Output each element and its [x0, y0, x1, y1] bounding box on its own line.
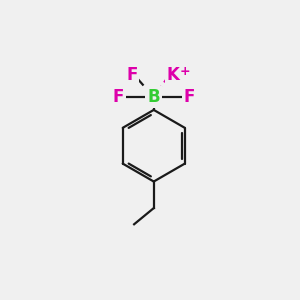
Text: F: F: [184, 88, 195, 106]
Text: F: F: [112, 88, 124, 106]
Text: +: +: [179, 65, 190, 78]
Text: B: B: [147, 88, 160, 106]
Text: K: K: [167, 66, 180, 84]
Text: F: F: [126, 66, 137, 84]
